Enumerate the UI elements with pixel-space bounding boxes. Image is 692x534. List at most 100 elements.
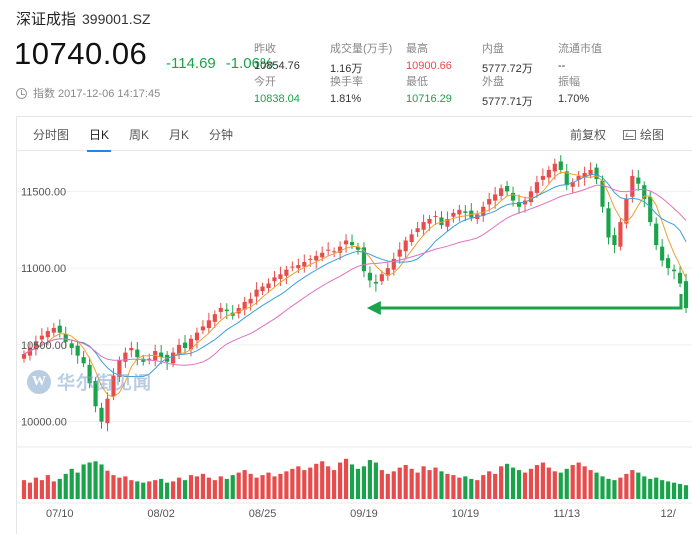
volume-bar: [123, 476, 128, 499]
candle-body: [320, 252, 325, 258]
volume-bar: [427, 470, 432, 499]
volume-bar: [677, 483, 683, 499]
candle-body: [332, 251, 337, 253]
volume-bar: [505, 463, 510, 499]
volume-bar: [403, 465, 408, 499]
volume-bar: [493, 473, 498, 499]
candle-body: [63, 334, 68, 342]
candle-body: [528, 191, 534, 203]
volume-bar: [320, 461, 325, 499]
volume-bar: [33, 477, 38, 499]
volume-bar: [69, 468, 74, 499]
candle-body: [284, 269, 289, 276]
volume-bar: [433, 467, 438, 499]
stat-value: 10900.66: [406, 60, 452, 72]
candle-body: [296, 265, 301, 269]
change-percent: -1.06%: [225, 55, 274, 72]
volume-bar: [99, 464, 104, 499]
volume-bar: [522, 472, 528, 499]
volume-bar: [284, 471, 289, 499]
volume-bar: [308, 467, 313, 499]
stat-0: 昨收 10854.76: [254, 40, 334, 72]
x-tick-label: 12/: [660, 508, 676, 520]
x-tick-label: 08/25: [249, 508, 277, 520]
volume-bar: [618, 477, 623, 499]
kline-chart[interactable]: 11500.00 11000.00 10500.00 10000.00 07/10 08/…: [17, 117, 692, 534]
volume-bar: [326, 466, 331, 499]
tab-minute[interactable]: 分钟: [209, 128, 234, 142]
candle-body: [612, 235, 617, 246]
candle-body: [499, 188, 504, 196]
volume-bar: [588, 470, 593, 499]
candle-body: [481, 206, 486, 216]
candle-body: [683, 281, 689, 309]
volume-bar: [630, 470, 635, 499]
volume-bar: [218, 476, 223, 499]
volume-bar: [105, 470, 110, 499]
draw-label: 绘图: [640, 128, 665, 142]
volume-bar: [242, 470, 247, 499]
volume-bar: [111, 475, 116, 499]
volume-bar: [576, 462, 581, 499]
annotation-arrow-head-icon: [366, 301, 381, 316]
volume-bar: [469, 478, 474, 499]
index-name: 深证成指 399001.SZ: [16, 8, 151, 29]
volume-bar: [57, 478, 62, 499]
candle-body: [397, 249, 402, 257]
candle-body: [648, 196, 653, 223]
candle-body: [487, 199, 492, 205]
timestamp: 指数 2017-12-06 14:17:45: [33, 88, 161, 100]
candle-body: [576, 176, 581, 180]
stat-label: 振幅: [558, 76, 580, 88]
candle-body: [266, 283, 271, 289]
x-tick-label: 11/13: [553, 508, 580, 520]
candle-body: [666, 258, 671, 269]
volume-bar: [457, 477, 462, 499]
volume-bar: [624, 473, 629, 499]
stat-value: --: [558, 60, 566, 72]
draw-button[interactable]: 绘图: [623, 126, 664, 143]
candle-body: [338, 246, 343, 253]
tab-timeshare[interactable]: 分时图: [33, 128, 70, 142]
volume-bar: [642, 476, 647, 499]
stat-8: 外盘 5777.71万: [482, 73, 562, 109]
volume-bar: [206, 477, 211, 499]
volume-bar: [654, 477, 659, 499]
candle-body: [463, 211, 468, 213]
candle-body: [111, 375, 116, 397]
candle-body: [182, 342, 188, 348]
candle-body: [33, 341, 38, 350]
volume-bar: [117, 477, 122, 499]
stat-label: 最高: [406, 43, 428, 55]
volume-bar: [51, 481, 56, 499]
volume-bar: [421, 466, 426, 499]
y-tick-label: 10500.00: [21, 340, 67, 352]
tab-monthly-k[interactable]: 月K: [169, 128, 190, 142]
candle-body: [672, 269, 677, 272]
restore-button[interactable]: 前复权: [570, 128, 607, 142]
volume-bar: [391, 471, 396, 499]
volume-bar: [81, 464, 86, 499]
stat-value: 1.16万: [330, 63, 363, 75]
stat-label: 内盘: [482, 43, 504, 55]
volume-bar: [672, 482, 677, 499]
volume-bar: [528, 468, 534, 499]
candle-body: [45, 331, 50, 338]
candle-body: [343, 240, 349, 245]
candle-body: [367, 272, 372, 281]
tab-weekly-k[interactable]: 周K: [129, 128, 150, 142]
stat-value: 5777.71万: [482, 96, 533, 108]
volume-bar: [594, 472, 599, 499]
volume-bar: [296, 466, 301, 499]
tab-daily-k[interactable]: 日K: [86, 128, 112, 152]
volume-bar: [212, 480, 217, 499]
volume-bar: [564, 468, 569, 499]
volume-bar: [600, 476, 605, 499]
stat-label: 昨收: [254, 43, 276, 55]
candle-body: [552, 163, 557, 172]
stat-label: 成交量(万手): [330, 43, 393, 55]
volume-bar: [254, 477, 259, 499]
volume-bar: [666, 481, 671, 499]
candle-body: [236, 308, 241, 314]
candle-body: [224, 309, 229, 312]
